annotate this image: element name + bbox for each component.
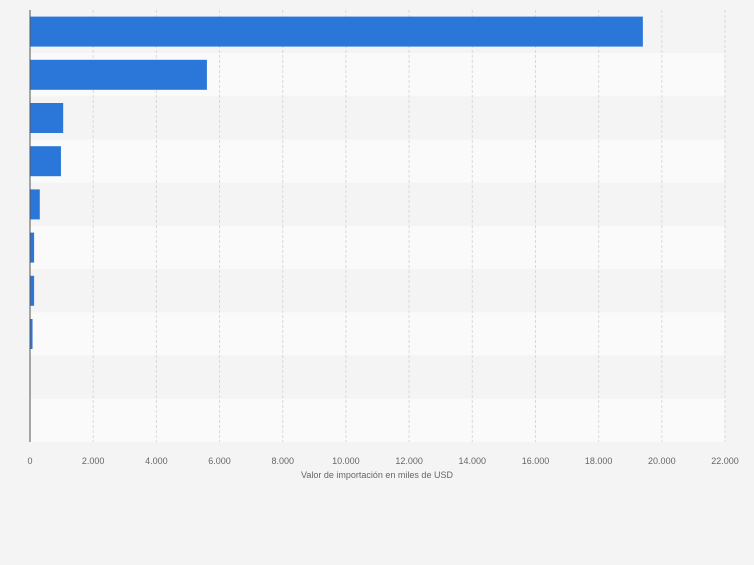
x-axis-label: Valor de importación en miles de USD — [301, 470, 453, 480]
x-tick-label: 8.000 — [271, 456, 294, 466]
row-band — [30, 182, 725, 226]
bar — [30, 232, 35, 263]
x-tick-label: 10.000 — [332, 456, 360, 466]
row-band — [30, 96, 725, 140]
row-band — [30, 312, 725, 356]
x-tick-label: 6.000 — [208, 456, 231, 466]
bar — [30, 59, 207, 90]
x-tick-label: 18.000 — [585, 456, 613, 466]
x-tick-label: 2.000 — [82, 456, 105, 466]
x-tick-label: 14.000 — [459, 456, 487, 466]
x-tick-label: 22.000 — [711, 456, 739, 466]
row-band — [30, 355, 725, 399]
bar — [30, 146, 61, 177]
bar — [30, 16, 643, 47]
row-band — [30, 398, 725, 442]
row-bands — [30, 10, 725, 442]
bar — [30, 189, 40, 220]
x-tick-label: 20.000 — [648, 456, 676, 466]
x-tick-label: 0 — [27, 456, 32, 466]
bars — [30, 16, 643, 349]
x-tick-labels: 0 2.000 4.000 6.000 8.000 10.000 12.000 14.000 1… — [27, 456, 738, 466]
x-tick-label: 12.000 — [395, 456, 423, 466]
x-tick-label: 4.000 — [145, 456, 168, 466]
bar — [30, 319, 33, 349]
row-band — [30, 139, 725, 183]
row-band — [30, 226, 725, 270]
bar — [30, 103, 64, 133]
x-tick-label: 16.000 — [522, 456, 550, 466]
row-band — [30, 269, 725, 313]
bar — [30, 275, 35, 306]
